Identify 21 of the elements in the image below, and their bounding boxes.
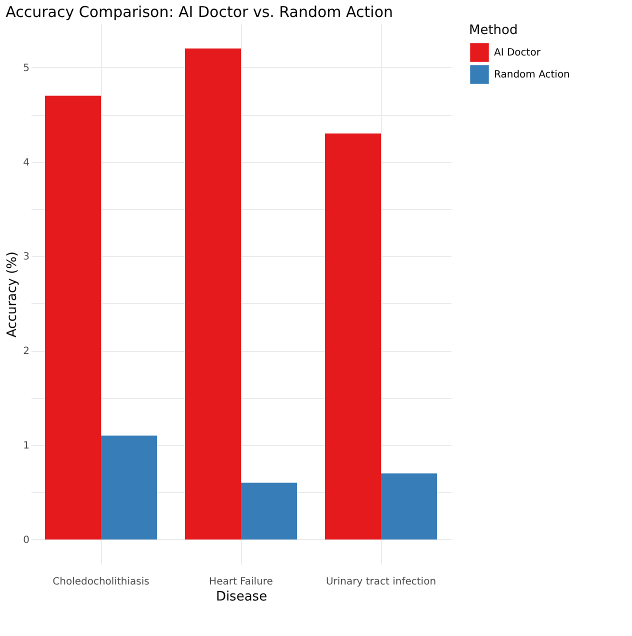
bar: [325, 134, 381, 540]
legend-title: Method: [469, 23, 518, 38]
y-tick-label: 3: [23, 252, 30, 263]
y-axis-title: Accuracy (%): [5, 252, 20, 338]
chart-title: Accuracy Comparison: AI Doctor vs. Random Action: [6, 3, 394, 21]
bar: [101, 436, 157, 540]
bar: [241, 482, 297, 540]
y-tick-label: 1: [23, 440, 30, 452]
x-axis-title: Disease: [216, 590, 268, 604]
bar: [45, 96, 101, 540]
y-tick-label: 5: [23, 62, 30, 74]
y-tick-label: 0: [23, 534, 30, 546]
legend-label: AI Doctor: [494, 48, 542, 58]
bar: [381, 473, 437, 540]
legend-label: Random Action: [494, 70, 570, 80]
x-tick-label: Choledocholithiasis: [52, 576, 150, 588]
x-tick-label: Urinary tract infection: [326, 576, 436, 588]
x-tick-label: Heart Failure: [209, 576, 273, 588]
y-tick-label: 4: [23, 157, 30, 168]
y-tick-label: 2: [23, 346, 30, 358]
bar: [185, 48, 241, 540]
